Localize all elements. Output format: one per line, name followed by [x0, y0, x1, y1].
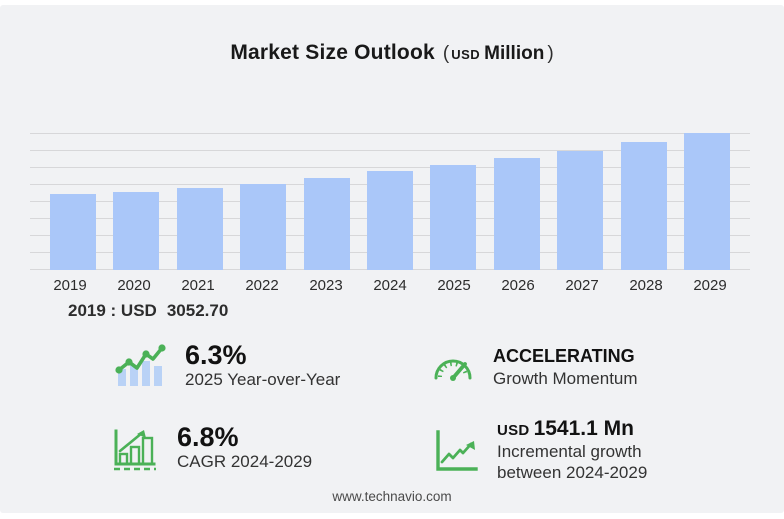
title-paren-open: ( — [442, 43, 450, 64]
x-axis-labels: 2019 2020 2021 2022 2023 2024 2025 2026 2027 2028… — [30, 277, 750, 294]
incremental-label-line1: Incremental growth — [497, 442, 642, 462]
x-label-2022: 2022 — [245, 277, 279, 294]
incremental-value: USD 1541.1 Mn — [497, 416, 647, 441]
title-currency: USD — [451, 47, 481, 62]
momentum-value: ACCELERATING — [493, 346, 635, 366]
framed-bar-growth-icon — [114, 429, 156, 470]
bar-2020 — [113, 192, 160, 270]
bar-2023 — [303, 178, 350, 270]
stat-yoy: 6.3% 2025 Year-over-Year — [112, 341, 340, 391]
bar-2027 — [557, 151, 604, 270]
incremental-amount: 1541.1 Mn — [533, 417, 634, 440]
bar-2021 — [176, 188, 223, 270]
bars — [30, 133, 750, 270]
market-size-bar-chart: 2019 2020 2021 2022 2023 2024 2025 2026 2027 2028… — [30, 133, 750, 294]
x-label-2029: 2029 — [693, 277, 727, 294]
chart-plot-area — [30, 133, 750, 270]
x-label-2023: 2023 — [309, 277, 343, 294]
yoy-value: 6.3% — [185, 340, 247, 370]
bar-line-trend-icon — [115, 344, 166, 386]
base-year-annotation: 2019 : USD 3052.70 — [68, 301, 228, 321]
base-year-value: 3052.70 — [166, 301, 229, 320]
incremental-currency: USD — [497, 422, 530, 439]
bar-2024 — [366, 171, 413, 270]
title-unit: Million — [484, 43, 545, 64]
infographic-card: Market Size Outlook(USD Million) 2019 2020… — [0, 5, 784, 513]
title-paren-close: ) — [547, 43, 554, 64]
title-main: Market Size Outlook — [230, 41, 435, 64]
stat-cagr: 6.8% CAGR 2024-2029 — [106, 423, 312, 473]
x-label-2025: 2025 — [437, 277, 471, 294]
speedometer-icon — [434, 359, 472, 382]
x-label-2028: 2028 — [629, 277, 663, 294]
x-label-2019: 2019 — [53, 277, 87, 294]
x-label-2024: 2024 — [373, 277, 407, 294]
yoy-label: 2025 Year-over-Year — [185, 370, 341, 390]
bar-2026 — [493, 158, 540, 270]
stat-incremental: USD 1541.1 Mn Incremental growth between … — [430, 416, 647, 484]
bar-2028 — [620, 142, 667, 270]
stat-momentum: ACCELERATING Growth Momentum — [430, 346, 638, 389]
momentum-label: Growth Momentum — [493, 368, 638, 388]
bar-2029 — [683, 133, 730, 270]
cagr-value: 6.8% — [177, 422, 239, 452]
cagr-label: CAGR 2024-2029 — [177, 452, 313, 472]
incremental-label-line2: between 2024-2029 — [497, 463, 648, 483]
line-chart-arrow-icon — [436, 430, 478, 471]
source-url: www.technavio.com — [332, 489, 452, 504]
x-label-2021: 2021 — [181, 277, 215, 294]
bar-2019 — [50, 194, 96, 270]
page-title: Market Size Outlook (USD Million) — [0, 41, 784, 65]
bar-2022 — [240, 184, 287, 270]
x-label-2020: 2020 — [117, 277, 151, 294]
x-label-2027: 2027 — [565, 277, 599, 294]
x-label-2026: 2026 — [501, 277, 535, 294]
bar-2025 — [430, 165, 477, 270]
base-year-label: 2019 : USD — [68, 301, 157, 320]
